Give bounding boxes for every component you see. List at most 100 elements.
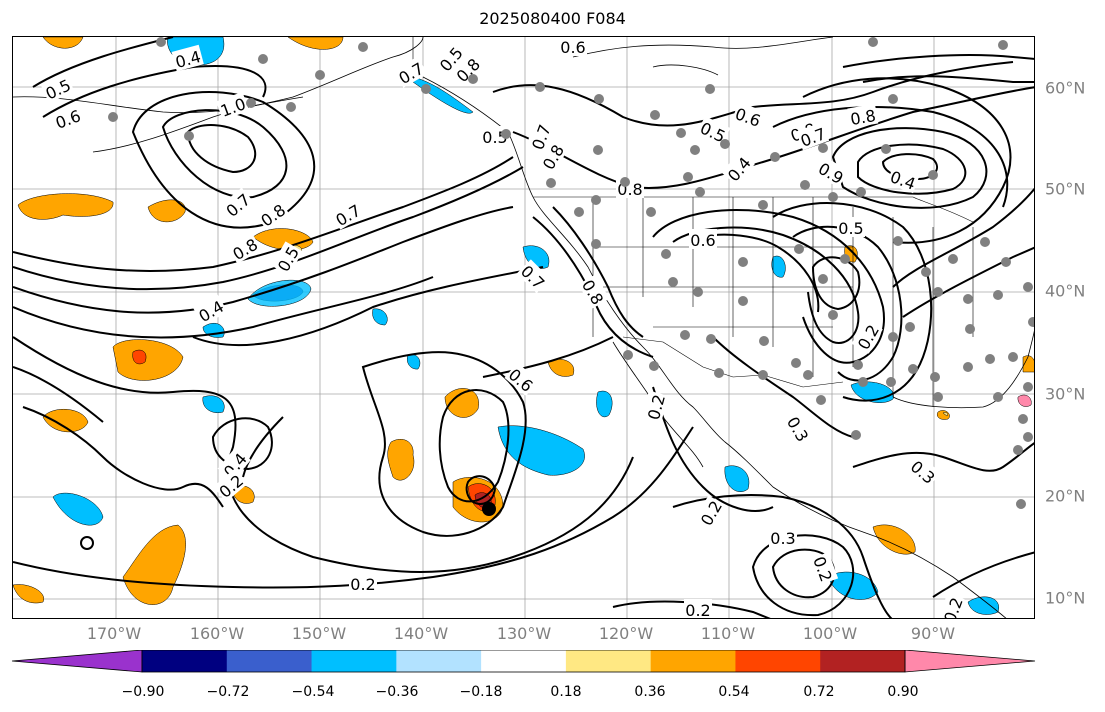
shade-orange: [547, 359, 575, 377]
lon-label: 140°W: [393, 624, 449, 643]
colorbar-segment: [820, 650, 906, 672]
lon-label: 150°W: [291, 624, 347, 643]
colorbar-segment: [481, 650, 567, 672]
contour-0.6: [482, 336, 614, 378]
shade-sky: [967, 596, 1000, 615]
contour-storm-mid: [438, 389, 510, 503]
lat-label: 60°N: [1045, 78, 1086, 98]
coast-gulf: [892, 330, 1034, 409]
contour-trough-5: [792, 225, 903, 382]
contour-0.3: [242, 416, 284, 478]
contour-label-bg: [796, 121, 830, 151]
contour-label-bg: [220, 187, 255, 221]
contour-label: 0.8: [849, 106, 877, 129]
contour-label-bg: [271, 241, 303, 276]
contour-label-bg: [696, 116, 731, 147]
map-canvas: 0.50.60.41.00.7 0.8 0.70.8 0.50.40.60.7 0.80…: [13, 37, 1034, 619]
colorbar-tick-label: 0.90: [887, 684, 919, 700]
contour-label-bg: [694, 495, 726, 530]
contour-label: 0.5: [838, 219, 863, 238]
coast-islands: [652, 64, 719, 76]
contour-0.9-loop: [186, 124, 257, 174]
contour-0.7-loop: [131, 91, 316, 229]
shade-orange: [112, 339, 184, 381]
lat-label: 30°N: [1045, 384, 1086, 404]
contour-label-bg: [837, 217, 865, 237]
contour-storm-outer: [361, 351, 527, 537]
colorbar: [11, 650, 1036, 673]
contour-label-bg: [349, 573, 377, 593]
colorbar-segment: [565, 650, 652, 672]
contour-label-bg: [450, 52, 485, 87]
contour-trough-3: [702, 233, 820, 313]
colorbar-segment: [650, 650, 736, 672]
shade-orange: [444, 388, 479, 418]
lon-label: 130°W: [496, 624, 552, 643]
contour-east-0.4: [22, 406, 224, 508]
contour-label-bg: [783, 411, 815, 446]
contour-storm-inner: [465, 475, 497, 505]
shade-orange: [13, 584, 45, 604]
contour-label: 0.2: [940, 595, 967, 619]
shade-sky: [372, 308, 388, 326]
contour-label: 0.7: [332, 201, 364, 230]
contour-label-bg: [227, 232, 262, 264]
colorbar-outline: [141, 650, 906, 673]
colorbar-tick-label: 0.54: [718, 684, 750, 700]
contour-label-bg: [516, 259, 551, 294]
contour-jet-4: [13, 276, 434, 339]
colorbar-tick-label: −0.72: [206, 684, 250, 700]
contour-jet-2: [13, 166, 524, 291]
contour-label-bg: [814, 156, 849, 188]
shade-lightyellow: [942, 412, 948, 417]
shade-sky: [52, 492, 104, 526]
shade-orange: [252, 228, 314, 251]
lon-label: 120°W: [598, 624, 654, 643]
coast-hudson: [572, 37, 834, 58]
contour-0.4-east: [13, 366, 104, 423]
contour-label-bg: [51, 103, 85, 133]
contour-ne-loop-4: [802, 77, 1012, 244]
contour-trough-4: [811, 256, 861, 311]
contour-label: 0.4: [195, 297, 227, 326]
contour-label-bg: [330, 198, 365, 230]
contour-label: 0.8: [578, 276, 607, 308]
shade-orangered: [132, 349, 147, 365]
colorbar-extend-max: [904, 650, 1036, 673]
lat-label: 50°N: [1045, 179, 1086, 199]
contour-labels: 0.50.60.41.00.7 0.8 0.70.8 0.50.40.60.7 0.80…: [40, 37, 967, 619]
shade-sky: [771, 255, 786, 278]
contour-ne-loop-5: [772, 106, 1009, 208]
contour-lines: [13, 37, 1034, 618]
contour-label-bg: [255, 197, 290, 231]
contour-jet-3: [13, 206, 514, 314]
contour-label: 0.6: [690, 231, 715, 250]
contour-northeast-0.7: [842, 54, 1034, 68]
contour-trough-6: [772, 202, 933, 402]
colorbar-tick-label: −0.36: [375, 684, 419, 700]
contour-label-bg: [769, 527, 797, 547]
shade-orange: [122, 524, 186, 605]
colorbar-tick-label: 0.18: [550, 684, 582, 700]
shade-orange: [17, 193, 114, 220]
contour-label-bg: [216, 91, 250, 121]
contour-label-bg: [641, 390, 669, 423]
colorbar-tick-label: 0.72: [803, 684, 835, 700]
contour-label-bg: [886, 164, 920, 194]
shade-orange: [1022, 355, 1034, 373]
lat-label: 20°N: [1045, 486, 1086, 506]
contour-ne-loop-2: [857, 143, 967, 195]
contour-label: 0.3: [783, 413, 812, 445]
contour-coast-0.8: [552, 206, 644, 338]
contour-label: 0.2: [685, 601, 710, 619]
colorbar-segment: [142, 650, 228, 672]
storm-center: [80, 502, 496, 550]
lat-label: 10°N: [1045, 588, 1086, 608]
contour-label-bg: [433, 41, 467, 76]
contour-label-bg: [536, 139, 568, 174]
colorbar-tick-label: −0.18: [459, 684, 503, 700]
stations: [108, 37, 1034, 509]
shade-sky: [247, 279, 312, 307]
shade-orange: [42, 409, 89, 433]
contour-label: 0.3: [770, 529, 795, 548]
